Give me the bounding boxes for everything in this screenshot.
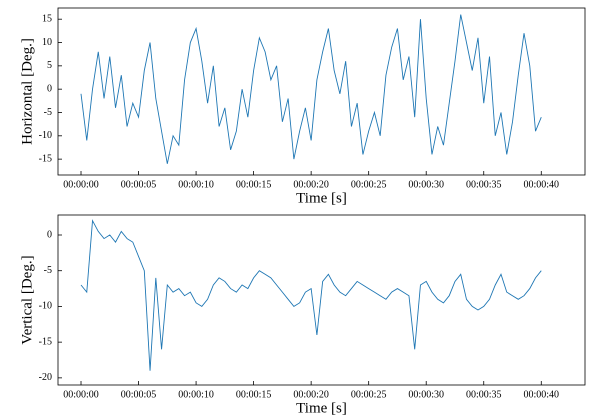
x-tick-label: 00:00:20	[293, 179, 329, 190]
x-tick-label: 00:00:35	[466, 179, 502, 190]
x-axis-label: Time [s]	[296, 190, 347, 206]
x-tick-label: 00:00:20	[293, 389, 329, 400]
x-tick-label: 00:00:25	[351, 179, 387, 190]
y-tick-label: -10	[39, 301, 52, 312]
y-tick-label: 5	[47, 60, 52, 71]
y-tick-label: 0	[47, 229, 52, 240]
y-tick-label: 10	[42, 37, 52, 48]
axes-frame	[57, 214, 586, 386]
y-axis-label: Vertical [Deg.]	[19, 255, 35, 344]
y-tick-label: -10	[39, 130, 52, 141]
x-tick-label: 00:00:40	[523, 179, 559, 190]
x-tick-label: 00:00:15	[236, 179, 272, 190]
x-tick-label: 00:00:35	[466, 389, 502, 400]
x-axis-label: Time [s]	[296, 400, 347, 416]
x-tick-label: 00:00:25	[351, 389, 387, 400]
y-tick-label: -5	[44, 107, 52, 118]
y-tick-label: -15	[39, 153, 52, 164]
x-tick-label: 00:00:00	[63, 179, 99, 190]
x-tick-label: 00:00:10	[178, 389, 214, 400]
x-tick-label: 00:00:00	[63, 389, 99, 400]
data-line	[80, 219, 542, 371]
x-tick-label: 00:00:05	[121, 389, 157, 400]
data-line	[80, 14, 542, 164]
x-tick-label: 00:00:30	[408, 389, 444, 400]
y-tick-label: 0	[47, 83, 52, 94]
y-tick-label: 15	[42, 13, 52, 24]
y-axis-label: Horizontal [Deg.]	[19, 38, 35, 145]
x-tick-label: 00:00:40	[523, 389, 559, 400]
axes-frame	[57, 7, 586, 176]
x-tick-label: 00:00:05	[121, 179, 157, 190]
y-tick-label: -20	[39, 372, 52, 383]
x-tick-label: 00:00:15	[236, 389, 272, 400]
x-tick-label: 00:00:30	[408, 179, 444, 190]
x-tick-label: 00:00:10	[178, 179, 214, 190]
y-tick-label: -15	[39, 336, 52, 347]
y-tick-label: -5	[44, 265, 52, 276]
